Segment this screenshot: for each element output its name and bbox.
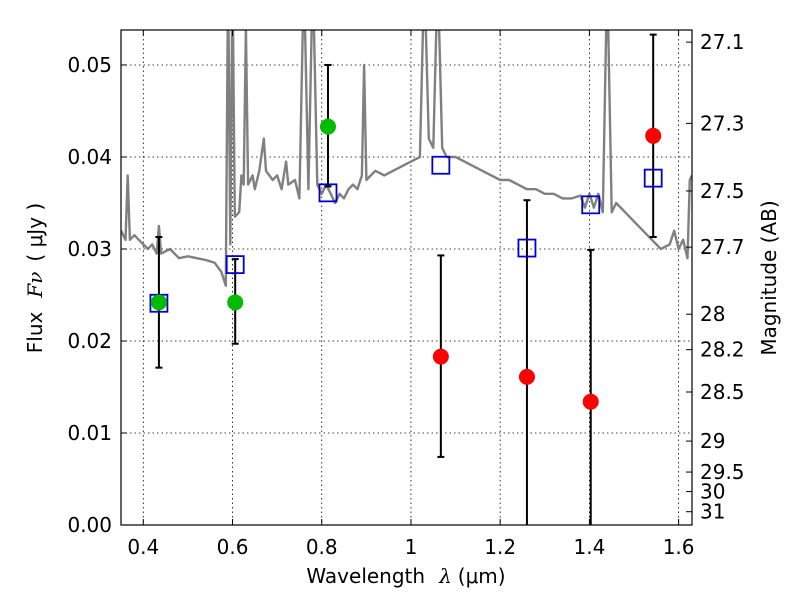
grid	[121, 30, 692, 526]
y-axis-label-text: Flux	[23, 311, 47, 353]
x-tick-label: 1.2	[484, 535, 516, 559]
model-photometry-squares	[149, 155, 663, 313]
y-axis-label: Flux Fν ( μJy )	[23, 203, 47, 353]
model-spectrum-line	[121, 30, 692, 287]
data-point	[645, 127, 662, 144]
x-tick-label: 0.4	[127, 535, 159, 559]
model-square	[431, 155, 451, 175]
x-axis-label: Wavelength λ (μm)	[306, 564, 505, 588]
observed-photometry-points	[150, 118, 662, 410]
y-tick-label: 0.03	[67, 237, 112, 261]
y-tick-label: 0.01	[67, 421, 112, 445]
right-tick-label: 27.3	[700, 111, 745, 135]
model-square	[318, 183, 338, 203]
model-square	[225, 255, 245, 275]
right-tick-label: 27.7	[700, 235, 745, 259]
x-tick-label: 0.6	[217, 535, 249, 559]
data-point	[518, 368, 535, 385]
right-tick-label: 28.2	[700, 338, 745, 362]
plot-area	[121, 30, 692, 525]
x-axis-label-symbol: λ	[438, 564, 452, 588]
model-square	[643, 168, 663, 188]
right-tick-label: 30	[700, 480, 725, 504]
data-point	[582, 393, 599, 410]
x-axis-ticks: 0.4 0.6 0.8 1 1.2 1.4 1.6	[127, 30, 695, 559]
y-tick-label: 0.02	[67, 329, 112, 353]
y-tick-label: 0.00	[67, 513, 112, 537]
y-axis-ticks: 0.00 0.01 0.02 0.03 0.04 0.05	[67, 53, 127, 537]
x-tick-label: 1.6	[663, 535, 695, 559]
x-tick-label: 1	[405, 535, 418, 559]
x-tick-label: 1.4	[573, 535, 605, 559]
plot-frame	[120, 29, 693, 526]
data-point	[319, 118, 336, 135]
right-tick-label: 28.5	[700, 380, 745, 404]
x-tick-label: 0.8	[306, 535, 338, 559]
x-axis-label-unit: (μm)	[458, 564, 506, 588]
y-axis-label-symbol: Fν	[23, 272, 47, 299]
model-square	[517, 238, 537, 258]
y-axis-label-unit: ( μJy )	[23, 203, 47, 262]
right-axis-label: Magnitude (AB)	[757, 200, 781, 355]
x-axis-label-text: Wavelength	[306, 564, 425, 588]
y-tick-label: 0.05	[67, 53, 112, 77]
right-tick-label: 31	[700, 500, 725, 524]
right-tick-label: 27.5	[700, 179, 745, 203]
y-tick-label: 0.04	[67, 145, 112, 169]
data-point	[432, 348, 449, 365]
right-tick-label: 28	[700, 302, 725, 326]
model-square	[581, 195, 601, 215]
data-point	[150, 294, 167, 311]
right-tick-label: 29	[700, 429, 725, 453]
right-tick-label: 29.5	[700, 460, 745, 484]
right-tick-label: 27.1	[700, 30, 745, 54]
data-point	[227, 294, 244, 311]
